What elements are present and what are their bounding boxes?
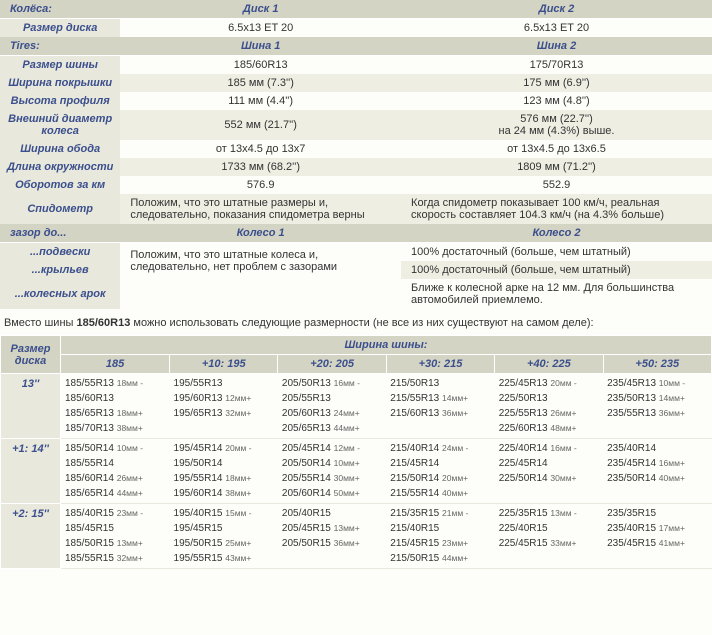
row-header: 13'' xyxy=(1,374,61,439)
size-cell: 225/40R14 16мм -225/45R14225/50R14 30мм+ xyxy=(495,439,603,504)
note-bold: 185/60R13 xyxy=(77,317,131,329)
sizes-table: Размер диска Ширина шины:185+10: 195+20:… xyxy=(0,335,712,569)
row-label: Высота профиля xyxy=(0,92,120,110)
section-label: Колёса: xyxy=(0,0,120,19)
note-prefix: Вместо шины xyxy=(4,317,77,329)
size-cell: 215/40R14 24мм -215/45R14215/50R14 20мм+… xyxy=(386,439,494,504)
row-label: Размер диска xyxy=(0,19,120,38)
size-cell: 185/55R13 18мм -185/60R13185/65R13 18мм+… xyxy=(61,374,170,439)
col-header: 185 xyxy=(61,355,170,374)
col-header: +40: 225 xyxy=(495,355,603,374)
data-cell: 552 мм (21.7'') xyxy=(120,110,401,140)
row-label: Длина окружности xyxy=(0,158,120,176)
note-text: Вместо шины 185/60R13 можно использовать… xyxy=(0,309,712,335)
data-cell: 1733 мм (68.2'') xyxy=(120,158,401,176)
data-cell: 111 мм (4.4'') xyxy=(120,92,401,110)
data-cell: 552.9 xyxy=(401,176,712,194)
data-cell: 123 мм (4.8'') xyxy=(401,92,712,110)
row-header: +2: 15'' xyxy=(1,504,61,569)
row-label: ...крыльев xyxy=(0,261,120,279)
col-header: +30: 215 xyxy=(386,355,494,374)
size-cell: 215/50R13215/55R13 14мм+215/60R13 36мм+ xyxy=(386,374,494,439)
size-cell: 215/35R15 21мм -215/40R15215/45R15 23мм+… xyxy=(386,504,494,569)
row-label: Внешний диаметр колеса xyxy=(0,110,120,140)
size-cell: 225/45R13 20мм -225/50R13225/55R13 26мм+… xyxy=(495,374,603,439)
corner-header: Размер диска xyxy=(1,336,61,374)
data-cell: 185/60R13 xyxy=(120,56,401,75)
col-header: Диск 2 xyxy=(401,0,712,19)
row-label: Спидометр xyxy=(0,194,120,224)
data-cell: 185 мм (7.3'') xyxy=(120,74,401,92)
row-label: Ширина покрышки xyxy=(0,74,120,92)
size-cell: 235/45R13 10мм -235/50R13 14мм+235/55R13… xyxy=(603,374,711,439)
row-label: Ширина обода xyxy=(0,140,120,158)
data-cell: Положим, что это штатные колеса и, следо… xyxy=(120,243,401,280)
data-cell: 100% достаточный (больше, чем штатный) xyxy=(401,243,712,262)
data-cell: 1809 мм (71.2'') xyxy=(401,158,712,176)
section-label: зазор до... xyxy=(0,224,120,243)
col-header: Шина 1 xyxy=(120,37,401,56)
col-header: +50: 235 xyxy=(603,355,711,374)
data-cell: 6.5x13 ET 20 xyxy=(120,19,401,38)
data-cell: 6.5x13 ET 20 xyxy=(401,19,712,38)
data-cell: от 13x4.5 до 13x6.5 xyxy=(401,140,712,158)
top-header: Ширина шины: xyxy=(61,336,712,355)
size-cell: 195/40R15 15мм -195/45R15195/50R15 25мм+… xyxy=(170,504,278,569)
data-cell: Когда спидометр показывает 100 км/ч, реа… xyxy=(401,194,712,224)
size-cell: 225/35R15 13мм -225/40R15225/45R15 33мм+ xyxy=(495,504,603,569)
data-cell: 576.9 xyxy=(120,176,401,194)
row-label: ...колесных арок xyxy=(0,279,120,309)
row-label: Оборотов за км xyxy=(0,176,120,194)
section-label: Tires: xyxy=(0,37,120,56)
size-cell: 185/40R15 23мм -185/45R15185/50R15 13мм+… xyxy=(61,504,170,569)
note-suffix: можно использовать следующие размерности… xyxy=(130,317,593,329)
size-cell: 205/40R15205/45R15 13мм+205/50R15 36мм+ xyxy=(278,504,386,569)
size-cell: 195/55R13195/60R13 12мм+195/65R13 32мм+ xyxy=(170,374,278,439)
row-label: ...подвески xyxy=(0,243,120,262)
col-header: +10: 195 xyxy=(170,355,278,374)
data-cell: от 13x4.5 до 13x7 xyxy=(120,140,401,158)
data-cell: Положим, что это штатные размеры и, след… xyxy=(120,194,401,224)
data-cell: 100% достаточный (больше, чем штатный) xyxy=(401,261,712,279)
size-cell: 205/45R14 12мм -205/50R14 10мм+205/55R14… xyxy=(278,439,386,504)
data-cell: Ближе к колесной арке на 12 мм. Для боль… xyxy=(401,279,712,309)
row-label: Размер шины xyxy=(0,56,120,75)
col-header: Шина 2 xyxy=(401,37,712,56)
row-header: +1: 14'' xyxy=(1,439,61,504)
data-cell: 576 мм (22.7'')на 24 мм (4.3%) выше. xyxy=(401,110,712,140)
data-cell xyxy=(120,279,401,309)
size-cell: 235/40R14235/45R14 16мм+235/50R14 40мм+ xyxy=(603,439,711,504)
size-cell: 235/35R15235/40R15 17мм+235/45R15 41мм+ xyxy=(603,504,711,569)
col-header: Колесо 1 xyxy=(120,224,401,243)
size-cell: 185/50R14 10мм -185/55R14185/60R14 26мм+… xyxy=(61,439,170,504)
size-cell: 205/50R13 16мм -205/55R13205/60R13 24мм+… xyxy=(278,374,386,439)
col-header: Диск 1 xyxy=(120,0,401,19)
data-cell: 175/70R13 xyxy=(401,56,712,75)
col-header: Колесо 2 xyxy=(401,224,712,243)
comparison-table: Колёса: Диск 1 Диск 2Размер диска6.5x13 … xyxy=(0,0,712,309)
size-cell: 195/45R14 20мм -195/50R14195/55R14 18мм+… xyxy=(170,439,278,504)
col-header: +20: 205 xyxy=(278,355,386,374)
data-cell: 175 мм (6.9'') xyxy=(401,74,712,92)
